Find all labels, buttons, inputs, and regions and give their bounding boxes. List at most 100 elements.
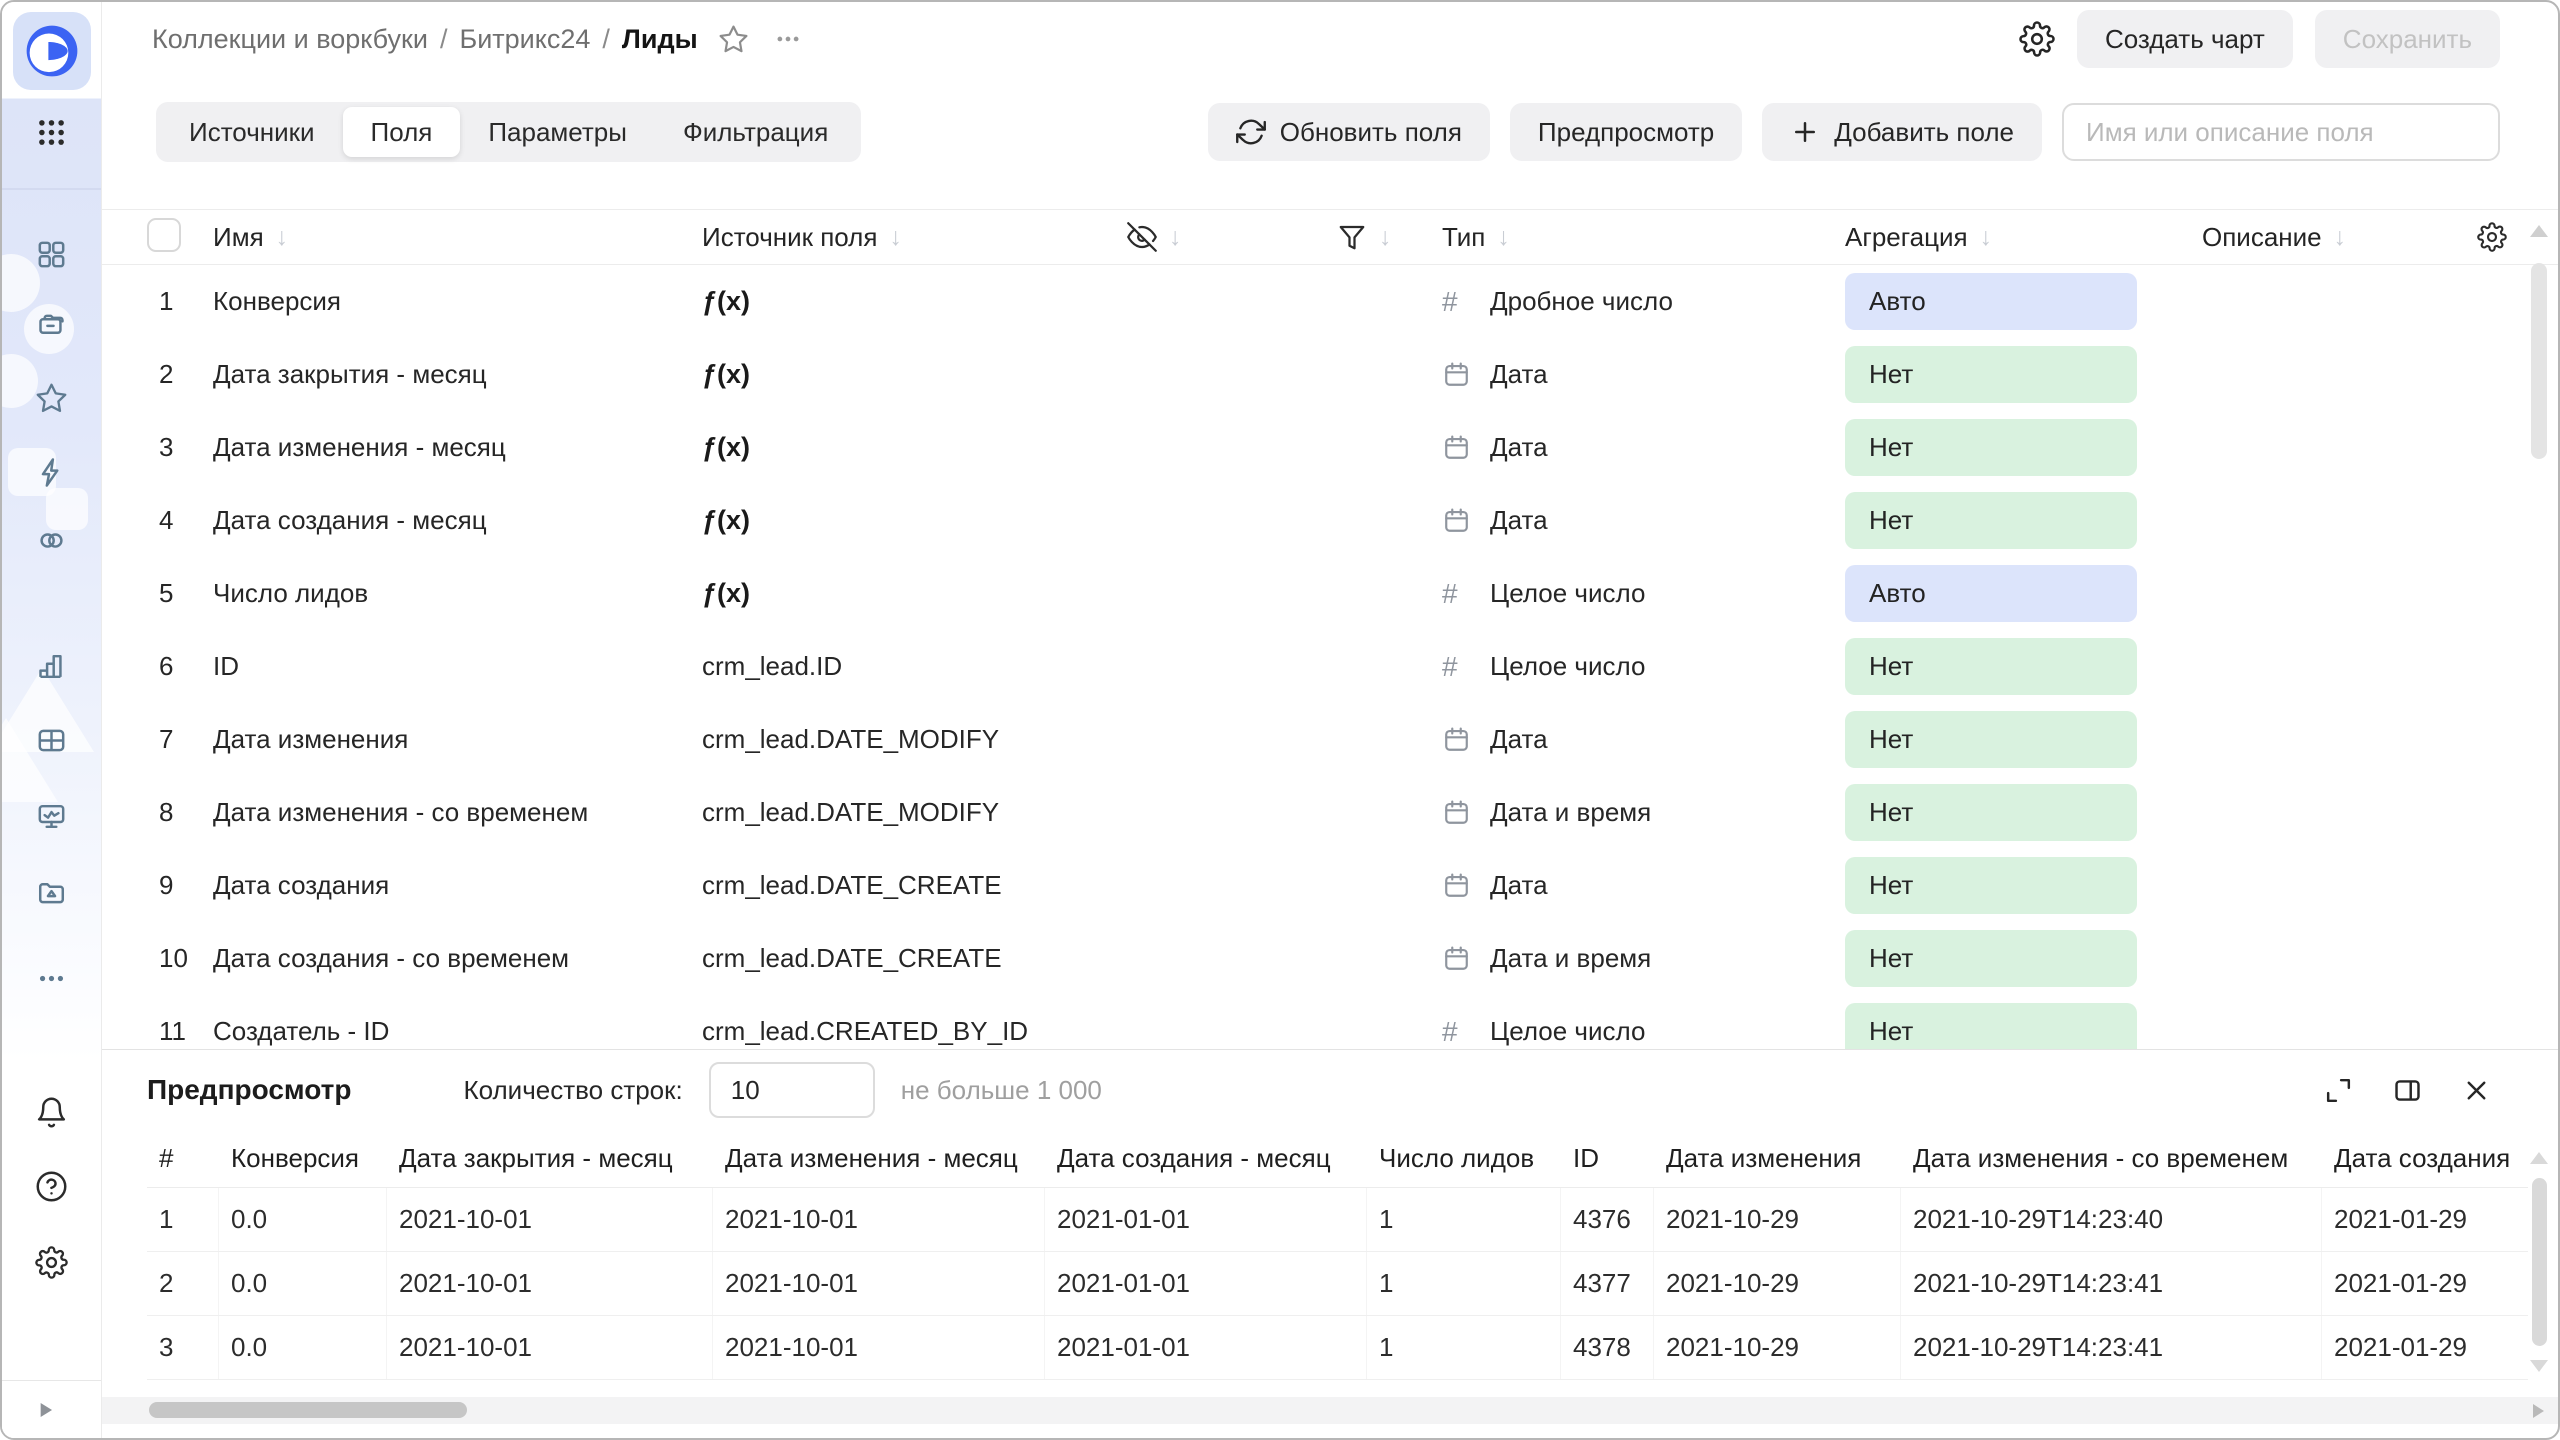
aggregation-badge[interactable]: Авто	[1845, 565, 2137, 622]
column-header-hidden[interactable]	[1127, 222, 1337, 252]
field-row[interactable]: 1 Конверсия ƒ(x) # Дробное число Авто	[102, 265, 2558, 338]
preview-column: Дата закрытия - месяц	[399, 1143, 673, 1173]
row-index: 8	[159, 797, 174, 827]
scroll-down-arrow-icon[interactable]	[2530, 1360, 2548, 1372]
expand-sidebar-button[interactable]	[32, 1397, 58, 1423]
apps-menu-button[interactable]	[28, 108, 76, 156]
fields-table-header: Имя Источник поля Тип Агрегация Описание	[102, 209, 2558, 265]
field-name: ID	[213, 651, 239, 681]
sidebar-item-datasets[interactable]	[28, 716, 76, 764]
favorite-button[interactable]	[718, 24, 749, 55]
field-row[interactable]: 6 ID crm_lead.ID # Целое число Нет	[102, 630, 2558, 703]
sidebar-item-more[interactable]	[28, 954, 76, 1002]
column-header-description[interactable]: Описание	[2202, 222, 2477, 253]
row-count-label: Количество строк:	[463, 1074, 683, 1105]
row-index: 5	[159, 578, 174, 608]
column-header-filter[interactable]	[1337, 222, 1442, 252]
calendar-type-icon	[1442, 944, 1471, 973]
aggregation-badge[interactable]: Нет	[1845, 857, 2137, 914]
aggregation-badge[interactable]: Нет	[1845, 711, 2137, 768]
sidebar-item-editor[interactable]	[28, 448, 76, 496]
save-button[interactable]: Сохранить	[2314, 10, 2500, 68]
sidebar-item-dashboards[interactable]	[28, 792, 76, 840]
tab-parameters[interactable]: Параметры	[460, 107, 655, 157]
select-all-checkbox[interactable]	[147, 217, 181, 252]
bar-chart-icon	[35, 650, 68, 683]
field-name: Число лидов	[213, 578, 369, 608]
preview-panel: Предпросмотр Количество строк: не больше…	[102, 1049, 2558, 1438]
decor-triangle	[2, 718, 58, 802]
scrollbar-thumb[interactable]	[2531, 263, 2547, 459]
column-header-aggregation[interactable]: Агрегация	[1845, 222, 2202, 253]
scrollbar-thumb[interactable]	[149, 1402, 467, 1418]
sidebar-item-charts[interactable]	[28, 642, 76, 690]
tab-filtering[interactable]: Фильтрация	[655, 107, 856, 157]
aggregation-badge[interactable]: Нет	[1845, 492, 2137, 549]
field-row[interactable]: 11 Создатель - ID crm_lead.CREATED_BY_ID…	[102, 995, 2558, 1049]
row-count-input[interactable]	[708, 1062, 875, 1118]
sidebar-item-collections[interactable]	[28, 300, 76, 348]
breadcrumb-collections[interactable]: Коллекции и воркбуки	[152, 23, 428, 54]
notifications-button[interactable]	[28, 1088, 76, 1136]
field-search-input[interactable]	[2062, 103, 2500, 161]
aggregation-badge[interactable]: Нет	[1845, 419, 2137, 476]
sidebar-item-favorites[interactable]	[28, 374, 76, 422]
horizontal-scrollbar[interactable]	[102, 1397, 2558, 1424]
create-chart-button[interactable]: Создать чарт	[2076, 10, 2293, 68]
field-row[interactable]: 9 Дата создания crm_lead.DATE_CREATE # Д…	[102, 849, 2558, 922]
aggregation-badge[interactable]: Нет	[1845, 346, 2137, 403]
refresh-icon	[1236, 117, 1266, 147]
breadcrumb-workbook[interactable]: Битрикс24	[459, 23, 591, 54]
field-name: Дата создания - месяц	[213, 505, 487, 535]
sidebar-item-files[interactable]	[28, 868, 76, 916]
column-header-type[interactable]: Тип	[1442, 222, 1845, 253]
field-row[interactable]: 10 Дата создания - со временем crm_lead.…	[102, 922, 2558, 995]
column-header-source[interactable]: Источник поля	[702, 222, 1127, 253]
add-field-label: Добавить поле	[1834, 116, 2014, 147]
sidebar-item-connections[interactable]	[28, 516, 76, 564]
preview-close-button[interactable]	[2461, 1075, 2492, 1106]
preview-cell: 4376	[1561, 1188, 1654, 1251]
preview-toggle-button[interactable]: Предпросмотр	[1509, 103, 1743, 161]
preview-dock-button[interactable]	[2392, 1075, 2423, 1106]
field-row[interactable]: 3 Дата изменения - месяц ƒ(x) # Дата Нет	[102, 411, 2558, 484]
table-settings-button[interactable]	[2477, 222, 2507, 252]
preview-cell: 2021-10-01	[387, 1252, 713, 1315]
refresh-fields-button[interactable]: Обновить поля	[1207, 103, 1490, 161]
aggregation-badge[interactable]: Нет	[1845, 784, 2137, 841]
field-row[interactable]: 7 Дата изменения crm_lead.DATE_MODIFY # …	[102, 703, 2558, 776]
field-row[interactable]: 2 Дата закрытия - месяц ƒ(x) # Дата Нет	[102, 338, 2558, 411]
preview-cell: 2021-10-29T14:23:40	[1901, 1188, 2322, 1251]
preview-vertical-scrollbar[interactable]	[2530, 1152, 2548, 1372]
settings-button[interactable]	[28, 1238, 76, 1286]
aggregation-badge[interactable]: Авто	[1845, 273, 2137, 330]
scrollbar-thumb[interactable]	[2531, 1178, 2547, 1346]
scroll-up-arrow-icon[interactable]	[2530, 1152, 2548, 1164]
more-actions-button[interactable]	[773, 24, 803, 54]
preview-column: ID	[1573, 1143, 1599, 1173]
tab-sources[interactable]: Источники	[161, 107, 343, 157]
sidebar-item-services[interactable]	[28, 230, 76, 278]
aggregation-badge[interactable]: Нет	[1845, 1003, 2137, 1049]
preview-expand-button[interactable]	[2323, 1075, 2354, 1106]
tab-fields[interactable]: Поля	[342, 107, 461, 157]
add-field-button[interactable]: Добавить поле	[1762, 103, 2042, 161]
field-row[interactable]: 4 Дата создания - месяц ƒ(x) # Дата Нет	[102, 484, 2558, 557]
scroll-up-arrow-icon[interactable]	[2530, 225, 2548, 237]
field-row[interactable]: 8 Дата изменения - со временем crm_lead.…	[102, 776, 2558, 849]
column-header-name[interactable]: Имя	[213, 222, 702, 253]
aggregation-badge[interactable]: Нет	[1845, 930, 2137, 987]
fields-scrollbar[interactable]	[2530, 225, 2548, 459]
expand-icon	[2323, 1075, 2354, 1106]
aggregation-badge[interactable]: Нет	[1845, 638, 2137, 695]
calendar-type-icon	[1442, 506, 1471, 535]
folder-upload-icon	[35, 876, 68, 909]
table-icon	[35, 724, 68, 757]
dataset-settings-button[interactable]	[2019, 21, 2055, 57]
field-row[interactable]: 5 Число лидов ƒ(x) # Целое число Авто	[102, 557, 2558, 630]
scroll-right-arrow-icon[interactable]	[2533, 1404, 2544, 1418]
help-button[interactable]	[28, 1162, 76, 1210]
datalens-logo[interactable]	[12, 12, 91, 90]
field-type: # Целое число	[1442, 651, 1845, 683]
monitor-pulse-icon	[35, 800, 68, 833]
